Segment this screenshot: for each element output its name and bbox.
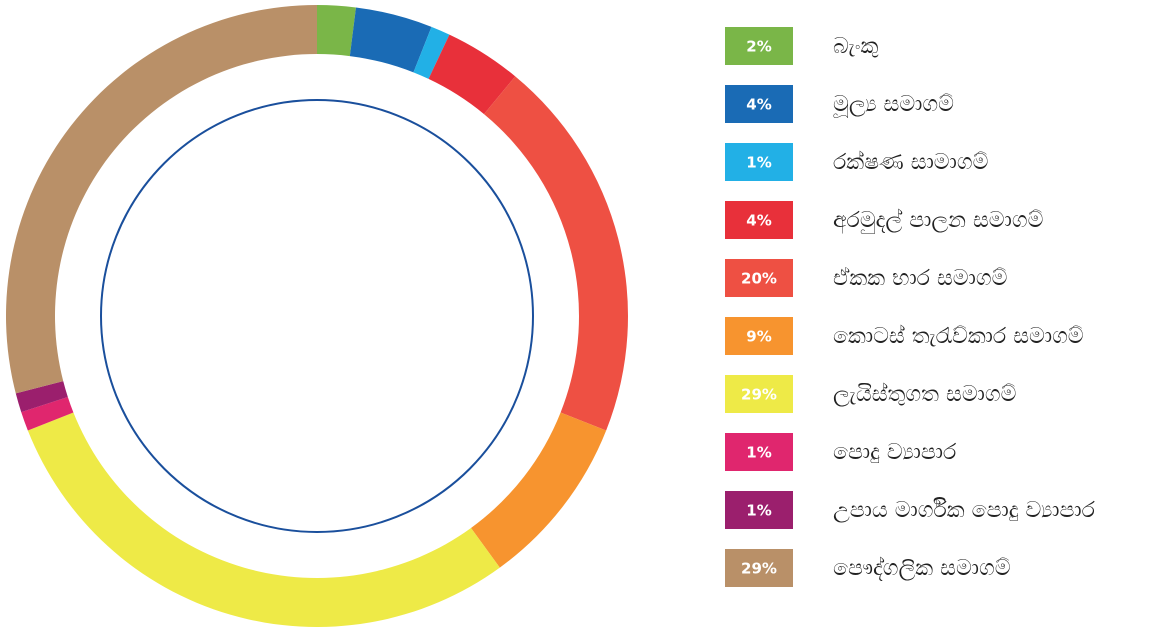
- legend-swatch: [725, 27, 793, 65]
- donut-segment: [21, 396, 74, 431]
- donut-segment: [470, 412, 607, 568]
- legend-swatch: [725, 491, 793, 529]
- legend-label: ඒකක භාර සමාගම්: [833, 266, 1007, 291]
- legend-swatch: [725, 85, 793, 123]
- legend-value: 2%: [746, 38, 771, 56]
- legend-value: 29%: [741, 560, 777, 578]
- legend-label: අරමුදල් පාලන සමාගම්: [833, 208, 1043, 234]
- donut-segment: [27, 412, 500, 627]
- donut-segment: [317, 5, 356, 57]
- legend-label: උපාය මාර්ගික පොදු ව්‍යාපාර: [833, 497, 1096, 523]
- legend-value: 1%: [746, 444, 771, 462]
- legend-label: කොටස් තැරැව්කාර සමාගම්: [833, 324, 1084, 349]
- legend-value: 9%: [746, 328, 771, 346]
- legend-swatch: [725, 317, 793, 355]
- donut-segment: [428, 34, 516, 115]
- legend-swatch: [725, 549, 793, 587]
- legend-label: පෞද්ගලික සමාගම්: [833, 556, 1011, 581]
- donut-segment: [484, 76, 628, 431]
- inner-ring: [100, 99, 534, 533]
- legend-swatch: [725, 259, 793, 297]
- legend-swatch: [725, 375, 793, 413]
- donut-segment: [349, 7, 432, 73]
- legend-label: බැංකු: [833, 34, 878, 59]
- legend-swatch: [725, 433, 793, 471]
- legend-label: පොදු ව්‍යාපාර: [833, 440, 957, 465]
- legend-swatch: [725, 143, 793, 181]
- legend-swatch: [725, 201, 793, 239]
- donut-segment: [413, 26, 450, 79]
- donut-segment: [15, 381, 68, 413]
- legend-value: 1%: [746, 154, 771, 172]
- legend-label: මූල්‍ය සමාගම්: [833, 92, 954, 118]
- legend-value: 20%: [741, 270, 777, 288]
- legend-label: ලැයිස්තුගත සමාගම්: [833, 382, 1016, 407]
- legend-value: 4%: [746, 96, 771, 114]
- legend-value: 1%: [746, 502, 771, 520]
- legend-label: රක්ෂණ සාමාගම්: [833, 150, 988, 175]
- legend-value: 4%: [746, 212, 771, 230]
- donut-segment: [5, 5, 317, 394]
- legend-value: 29%: [741, 386, 777, 404]
